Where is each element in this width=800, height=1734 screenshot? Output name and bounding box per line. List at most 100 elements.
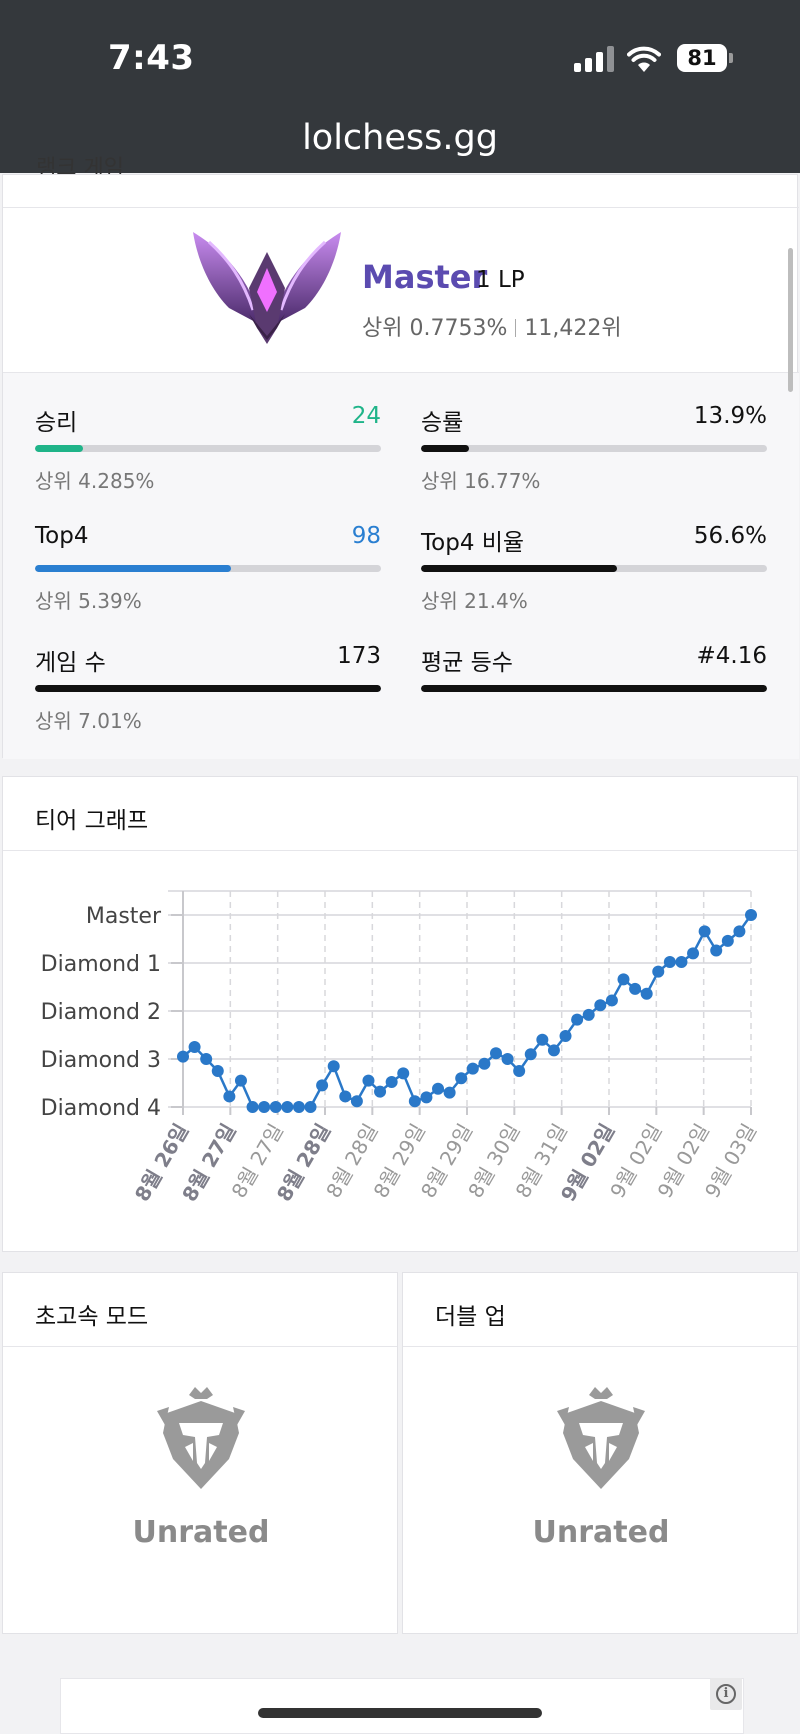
data-point bbox=[478, 1057, 491, 1070]
data-point bbox=[292, 1101, 305, 1113]
top-percent: 상위 0.7753% bbox=[362, 316, 508, 341]
stat-label: Top4 bbox=[35, 523, 89, 549]
y-tick-label: Diamond 3 bbox=[41, 1048, 161, 1073]
stat-sub: 상위 5.39% bbox=[35, 589, 142, 613]
master-emblem-icon bbox=[193, 232, 341, 344]
stat-top4-rate: Top4 비율 56.6% 상위 21.4% bbox=[421, 523, 767, 613]
hyper-roll-card: 초고속 모드 Unrated bbox=[2, 1272, 398, 1634]
ranked-card: Master 1 LP 상위 0.7753% 11,422위 승리 24 상위 4.… bbox=[2, 174, 799, 759]
data-point bbox=[652, 965, 665, 978]
stat-sub: 상위 21.4% bbox=[421, 589, 528, 613]
mode-status: Unrated bbox=[132, 1515, 270, 1550]
data-point bbox=[663, 956, 676, 969]
stat-value: 98 bbox=[351, 523, 381, 549]
stat-label: 승리 bbox=[35, 410, 78, 436]
tier-name: Master bbox=[362, 258, 488, 296]
data-point bbox=[675, 956, 688, 969]
y-tick-label: Diamond 2 bbox=[41, 1000, 161, 1025]
data-point bbox=[258, 1101, 271, 1113]
stat-sub: 상위 4.285% bbox=[35, 469, 155, 493]
browser-top-bar: 7:43 81 lolchess.gg bbox=[0, 0, 800, 173]
stat-value: 173 bbox=[337, 643, 381, 669]
data-point bbox=[629, 982, 642, 995]
data-point bbox=[432, 1082, 445, 1095]
data-point bbox=[350, 1095, 363, 1108]
data-point bbox=[698, 925, 711, 938]
data-point bbox=[281, 1101, 294, 1113]
data-point bbox=[466, 1062, 479, 1075]
status-time: 7:43 bbox=[108, 38, 195, 78]
stat-label: Top4 비율 bbox=[421, 530, 525, 556]
cellular-signal-icon bbox=[574, 46, 616, 72]
rank-line: 상위 0.7753% 11,422위 bbox=[362, 310, 622, 342]
data-point bbox=[443, 1086, 456, 1099]
data-point bbox=[269, 1101, 282, 1113]
data-point bbox=[316, 1079, 329, 1092]
data-point bbox=[489, 1047, 502, 1060]
data-point bbox=[640, 987, 653, 1000]
stat-sub: 상위 16.77% bbox=[421, 469, 541, 493]
league-points: 1 LP bbox=[476, 267, 525, 293]
data-point bbox=[745, 909, 757, 921]
stat-value: 13.9% bbox=[693, 403, 767, 429]
rank-summary: Master 1 LP 상위 0.7753% 11,422위 bbox=[3, 207, 799, 373]
data-point bbox=[513, 1065, 526, 1077]
data-point bbox=[397, 1067, 410, 1080]
tier-graph-card: 티어 그래프 Master Diamond 1 Diamond 2 Diamond 3… bbox=[2, 776, 798, 1252]
data-point bbox=[547, 1044, 560, 1057]
stat-top4: Top4 98 상위 5.39% bbox=[35, 523, 381, 613]
data-point bbox=[571, 1013, 584, 1026]
data-point bbox=[304, 1101, 317, 1113]
data-point bbox=[605, 994, 618, 1007]
data-point bbox=[234, 1074, 247, 1087]
data-point bbox=[200, 1053, 213, 1065]
address-bar[interactable]: lolchess.gg bbox=[302, 118, 498, 158]
y-tick-label: Master bbox=[86, 904, 162, 929]
tier-graph-title: 티어 그래프 bbox=[3, 777, 797, 851]
stat-avg-place: 평균 등수 #4.16 bbox=[421, 643, 767, 692]
stat-value: 24 bbox=[351, 403, 381, 429]
stat-bar bbox=[35, 445, 381, 452]
stat-bar bbox=[421, 565, 767, 572]
data-point bbox=[594, 999, 607, 1012]
stat-win-rate: 승률 13.9% 상위 16.77% bbox=[421, 403, 767, 493]
stat-bar bbox=[421, 445, 767, 452]
data-point bbox=[559, 1029, 572, 1042]
data-point bbox=[408, 1095, 421, 1108]
data-point bbox=[617, 973, 630, 986]
wifi-icon bbox=[627, 46, 661, 72]
battery-icon: 81 bbox=[677, 44, 733, 72]
stat-wins: 승리 24 상위 4.285% bbox=[35, 403, 381, 493]
stat-label: 게임 수 bbox=[35, 650, 106, 676]
home-indicator bbox=[258, 1708, 542, 1718]
stat-value: #4.16 bbox=[696, 643, 767, 669]
stat-bar bbox=[35, 685, 381, 692]
stat-label: 평균 등수 bbox=[421, 650, 513, 676]
ad-info-icon[interactable]: i bbox=[710, 1678, 742, 1710]
page-scrollbar[interactable] bbox=[788, 248, 793, 392]
data-point bbox=[710, 944, 723, 957]
unrated-crest-icon bbox=[157, 1387, 245, 1489]
stat-bar bbox=[35, 565, 381, 572]
data-point bbox=[374, 1085, 387, 1098]
mode-status: Unrated bbox=[532, 1515, 670, 1550]
y-tick-label: Diamond 1 bbox=[41, 952, 161, 977]
data-point bbox=[246, 1101, 259, 1113]
stat-sub: 상위 7.01% bbox=[35, 709, 142, 733]
mode-title: 초고속 모드 bbox=[3, 1273, 397, 1347]
mode-title: 더블 업 bbox=[403, 1273, 797, 1347]
ladder-rank: 11,422위 bbox=[524, 316, 622, 341]
unrated-crest-icon bbox=[557, 1387, 645, 1489]
stat-value: 56.6% bbox=[693, 523, 767, 549]
data-point bbox=[455, 1072, 468, 1085]
data-point bbox=[687, 947, 700, 960]
ad-banner[interactable] bbox=[60, 1678, 744, 1734]
data-point bbox=[385, 1076, 398, 1089]
data-point bbox=[211, 1065, 224, 1077]
tier-graph-chart[interactable]: Master Diamond 1 Diamond 2 Diamond 3 Diamond… bbox=[3, 851, 799, 1251]
data-point bbox=[536, 1033, 549, 1046]
data-point bbox=[188, 1041, 201, 1053]
data-point bbox=[582, 1008, 595, 1021]
data-point bbox=[339, 1090, 352, 1103]
data-point bbox=[362, 1074, 375, 1087]
